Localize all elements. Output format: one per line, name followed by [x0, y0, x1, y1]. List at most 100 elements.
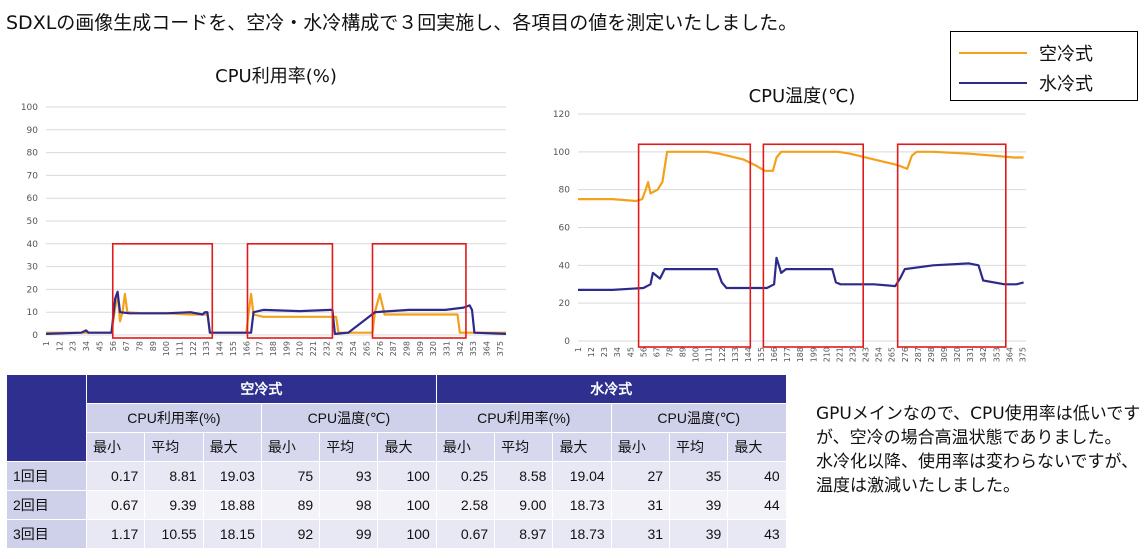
- y-tick-label: 20: [27, 285, 39, 295]
- x-tick-label: 199: [282, 341, 291, 356]
- table-cell: 8.81: [144, 461, 204, 491]
- x-tick-label: 111: [705, 347, 714, 362]
- table-cell: 100: [377, 461, 437, 491]
- y-tick-label: 120: [553, 110, 570, 120]
- table-cell: 18.73: [552, 490, 612, 520]
- table-corner: [6, 374, 87, 462]
- row-label: 2回目: [6, 490, 87, 520]
- x-tick-label: 320: [953, 347, 962, 362]
- stat-subheader: 最大: [552, 432, 612, 462]
- x-tick-label: 287: [914, 347, 923, 362]
- table-cell: 89: [260, 490, 321, 520]
- stat-subheader: 平均: [494, 432, 554, 462]
- x-tick-label: 221: [835, 347, 844, 362]
- metric-header: CPU利用率(%): [435, 403, 612, 433]
- stat-subheader: 最小: [435, 432, 496, 462]
- stat-subheader: 最小: [85, 432, 146, 462]
- stat-subheader: 最小: [260, 432, 321, 462]
- table-cell: 0.67: [435, 519, 496, 549]
- y-tick-label: 70: [27, 171, 39, 181]
- x-tick-label: 243: [336, 341, 345, 356]
- x-tick-label: 100: [162, 341, 171, 356]
- x-tick-label: 375: [1018, 347, 1027, 362]
- x-tick-label: 353: [992, 347, 1001, 362]
- table-cell: 0.67: [85, 490, 146, 520]
- row-label: 3回目: [6, 519, 87, 549]
- x-tick-label: 78: [135, 341, 144, 351]
- x-tick-label: 342: [456, 341, 465, 356]
- legend-item-water: 水冷式: [959, 70, 1093, 96]
- highlight-box: [371, 243, 467, 339]
- x-tick-label: 155: [757, 347, 766, 362]
- x-tick-label: 12: [55, 341, 64, 351]
- note-line-2: 水冷化以降、使用率は変わらないですが、温度は激減いたしました。: [816, 452, 1139, 496]
- x-tick-label: 78: [666, 347, 675, 357]
- y-tick-label: 80: [559, 186, 571, 196]
- y-tick-label: 10: [27, 308, 39, 318]
- metric-header: CPU温度(℃): [260, 403, 437, 433]
- x-tick-label: 331: [443, 341, 452, 356]
- table-cell: 93: [319, 461, 379, 491]
- x-tick-label: 155: [229, 341, 238, 356]
- cpu-temp-chart: CPU温度(℃) 0 20 40 60 80 100 120 1 12 23 34 45 56 67 78 89…: [553, 86, 1028, 362]
- table-cell: 18.88: [202, 490, 262, 520]
- table-cell: 9.00: [494, 490, 554, 520]
- table-cell: 10.55: [144, 519, 204, 549]
- table-cell: 75: [260, 461, 321, 491]
- x-tick-label: 320: [429, 341, 438, 356]
- legend-label-water: 水冷式: [1039, 74, 1093, 95]
- x-tick-label: 265: [362, 341, 371, 356]
- table-cell: 100: [377, 519, 437, 549]
- stat-subheader: 最大: [377, 432, 437, 462]
- stat-subheader: 平均: [319, 432, 379, 462]
- x-tick-label: 298: [402, 341, 411, 356]
- y-tick-label: 40: [27, 240, 39, 250]
- series-line-water: [45, 290, 507, 335]
- y-tick-label: 50: [27, 217, 39, 227]
- y-tick-label: 30: [27, 263, 39, 273]
- x-tick-label: 67: [122, 341, 131, 351]
- highlight-box: [762, 143, 864, 348]
- x-tick-label: 177: [256, 341, 265, 356]
- legend-line-air: [959, 52, 1027, 54]
- series-line-air: [46, 292, 506, 334]
- table-cell: 18.73: [552, 519, 612, 549]
- row-label: 1回目: [6, 461, 87, 491]
- chart-title: CPU温度(℃): [749, 86, 856, 107]
- x-tick-label: 254: [875, 347, 884, 362]
- table-cell: 2.58: [435, 490, 496, 520]
- table-cell: 19.04: [552, 461, 612, 491]
- x-tick-label: 166: [770, 347, 779, 362]
- x-tick-label: 144: [744, 347, 753, 362]
- stat-subheader: 平均: [669, 432, 729, 462]
- series-line-water: [578, 256, 1024, 291]
- stat-subheader: 最大: [202, 432, 262, 462]
- note-line-1: GPUメインなので、CPU使用率は低いですが、空冷の場合高温状態でありました。: [816, 404, 1141, 448]
- legend-label-air: 空冷式: [1039, 44, 1093, 65]
- x-tick-label: 1: [574, 347, 583, 352]
- table-row: 3回目 1.17 10.55 18.15 92 99 100 0.67 8.97 18.73 31 3…: [6, 519, 787, 549]
- x-tick-label: 210: [822, 347, 831, 362]
- x-tick-label: 375: [496, 341, 505, 356]
- group-header-water: 水冷式: [435, 374, 787, 404]
- stat-subheader: 最大: [727, 432, 787, 462]
- table-cell: 19.03: [202, 461, 262, 491]
- x-tick-label: 221: [309, 341, 318, 356]
- x-tick-label: 177: [783, 347, 792, 362]
- x-tick-label: 364: [1005, 347, 1014, 362]
- table-cell: 31: [610, 490, 671, 520]
- x-tick-label: 364: [483, 341, 492, 356]
- table-cell: 40: [727, 461, 787, 491]
- x-tick-label: 188: [269, 341, 278, 356]
- y-tick-label: 100: [553, 148, 570, 158]
- x-tick-label: 210: [296, 341, 305, 356]
- table-cell: 9.39: [144, 490, 204, 520]
- table-row: 1回目 0.17 8.81 19.03 75 93 100 0.25 8.58 19.04 27 35…: [6, 461, 787, 491]
- x-tick-label: 309: [416, 341, 425, 356]
- cpu-usage-chart: CPU利用率(%) 0 10 20 30 40 50 60 70 80 90 100 1 12 23 34 45…: [21, 66, 507, 356]
- x-tick-label: 1: [42, 341, 51, 346]
- table-cell: 39: [669, 490, 729, 520]
- x-tick-label: 89: [149, 341, 158, 351]
- x-tick-label: 23: [600, 347, 609, 357]
- x-tick-label: 122: [718, 347, 727, 362]
